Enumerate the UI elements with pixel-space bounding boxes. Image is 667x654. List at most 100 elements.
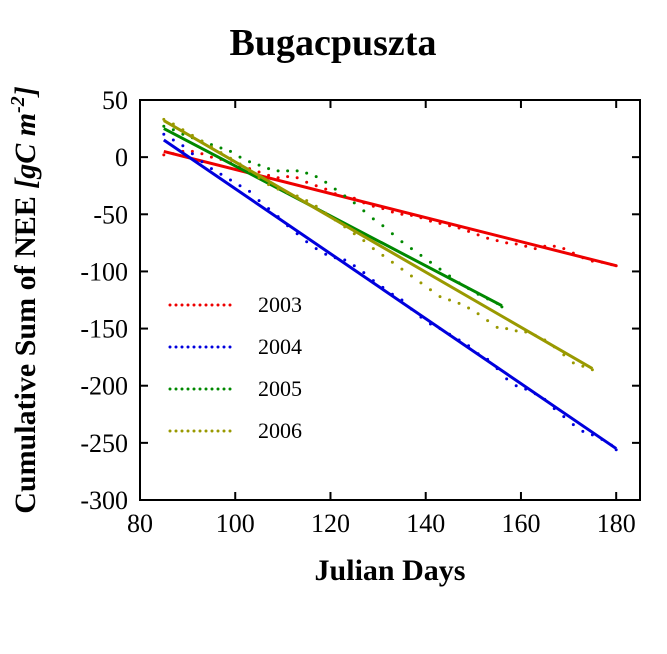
data-point <box>334 188 337 191</box>
legend-swatch-dot <box>193 346 196 349</box>
x-tick-label: 120 <box>311 509 350 538</box>
legend-swatch-dot <box>187 388 190 391</box>
legend-label: 2004 <box>258 334 302 359</box>
plot-border <box>140 100 640 500</box>
x-axis-label: Julian Days <box>315 554 466 587</box>
data-point <box>315 175 318 178</box>
data-point <box>515 329 518 332</box>
data-point <box>496 326 499 329</box>
chart-title: Bugacpuszta <box>230 22 437 64</box>
data-point <box>439 268 442 271</box>
data-point <box>324 253 327 256</box>
legend-swatch-dot <box>217 388 220 391</box>
legend-swatch-dot <box>223 346 226 349</box>
data-point <box>343 195 346 198</box>
x-tick-label: 80 <box>127 509 153 538</box>
legend-swatch-dot <box>217 304 220 307</box>
data-point <box>572 423 575 426</box>
data-point <box>305 172 308 175</box>
legend-swatch-dot <box>229 304 232 307</box>
data-point <box>229 150 232 153</box>
data-point <box>553 245 556 248</box>
data-point <box>162 125 165 128</box>
data-point <box>381 254 384 257</box>
data-point <box>219 173 222 176</box>
legend-swatch-dot <box>217 346 220 349</box>
legend-swatch-dot <box>187 430 190 433</box>
legend-swatch-dot <box>211 388 214 391</box>
legend-swatch-dot <box>205 304 208 307</box>
data-point <box>410 275 413 278</box>
legend-label: 2005 <box>258 376 302 401</box>
legend-swatch-dot <box>229 388 232 391</box>
data-point <box>467 230 470 233</box>
data-point <box>172 128 175 131</box>
data-point <box>324 188 327 191</box>
y-tick-label: -50 <box>93 200 128 229</box>
legend-swatch-dot <box>205 388 208 391</box>
plot-area <box>162 118 617 451</box>
data-point <box>391 232 394 235</box>
y-tick-label: 50 <box>102 86 128 115</box>
data-point <box>296 169 299 172</box>
data-point <box>486 237 489 240</box>
legend-swatch-dot <box>205 346 208 349</box>
legend-swatch-dot <box>181 430 184 433</box>
data-point <box>248 160 251 163</box>
data-point <box>286 175 289 178</box>
legend-swatch-dot <box>181 388 184 391</box>
data-point <box>181 144 184 147</box>
legend-label: 2006 <box>258 418 302 443</box>
legend-swatch-dot <box>169 430 172 433</box>
data-point <box>391 261 394 264</box>
y-tick-label: -150 <box>80 315 128 344</box>
y-tick-label: -250 <box>80 429 128 458</box>
y-axis-label: Cumulative Sum of NEE [gC m-2] <box>7 86 42 514</box>
data-point <box>429 261 432 264</box>
legend-swatch-dot <box>199 304 202 307</box>
data-point <box>172 139 175 142</box>
trend-line <box>164 140 616 449</box>
data-point <box>400 240 403 243</box>
data-point <box>210 167 213 170</box>
data-point <box>305 240 308 243</box>
legend-swatch-dot <box>223 304 226 307</box>
data-point <box>286 169 289 172</box>
data-point <box>353 201 356 204</box>
legend-swatch-dot <box>187 346 190 349</box>
x-tick-label: 140 <box>406 509 445 538</box>
data-point <box>296 176 299 179</box>
data-point <box>362 239 365 242</box>
data-point <box>448 299 451 302</box>
y-tick-label: 0 <box>115 143 128 172</box>
legend-swatch-dot <box>193 430 196 433</box>
data-point <box>572 361 575 364</box>
legend-swatch-dot <box>199 346 202 349</box>
data-point <box>362 271 365 274</box>
data-point <box>162 153 165 156</box>
data-point <box>410 247 413 250</box>
data-point <box>239 156 242 159</box>
data-point <box>248 190 251 193</box>
legend-swatch-dot <box>199 388 202 391</box>
data-point <box>562 415 565 418</box>
data-point <box>419 281 422 284</box>
legend-swatch-dot <box>175 388 178 391</box>
data-point <box>258 199 261 202</box>
data-point <box>277 169 280 172</box>
data-point <box>467 307 470 310</box>
data-point <box>534 247 537 250</box>
data-point <box>505 241 508 244</box>
legend-swatch-dot <box>211 430 214 433</box>
legend-swatch-dot <box>181 346 184 349</box>
legend-swatch-dot <box>199 430 202 433</box>
data-point <box>400 268 403 271</box>
legend-swatch-dot <box>223 388 226 391</box>
data-point <box>324 181 327 184</box>
data-point <box>581 430 584 433</box>
data-point <box>515 243 518 246</box>
legend-swatch-dot <box>169 388 172 391</box>
legend-swatch-dot <box>229 346 232 349</box>
data-point <box>353 264 356 267</box>
legend-swatch-dot <box>175 430 178 433</box>
